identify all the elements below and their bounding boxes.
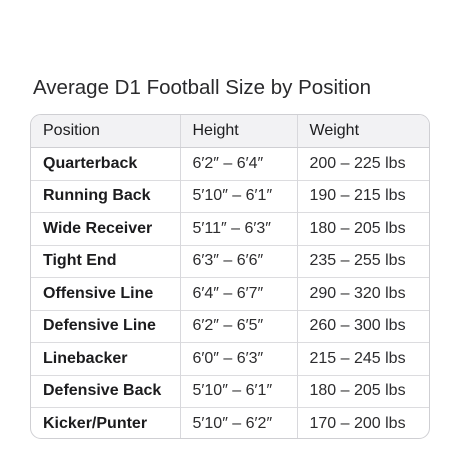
- weight-cell: 260 – 300 lbs: [296, 309, 429, 343]
- table-row: Offensive Line 6′4″ – 6′7″ 290 – 320 lbs: [31, 277, 429, 310]
- weight-cell: 170 – 200 lbs: [296, 407, 429, 438]
- table-row: Tight End 6′3″ – 6′6″ 235 – 255 lbs: [31, 244, 429, 278]
- column-header-position: Position: [31, 115, 180, 148]
- table-row: Linebacker 6′0″ – 6′3″ 215 – 245 lbs: [31, 342, 429, 375]
- height-cell: 5′10″ – 6′2″: [179, 407, 297, 438]
- position-cell: Quarterback: [31, 147, 180, 180]
- table-row: Defensive Line 6′2″ – 6′5″ 260 – 300 lbs: [31, 309, 429, 343]
- table-row: Quarterback 6′2″ – 6′4″ 200 – 225 lbs: [31, 147, 429, 180]
- weight-cell: 290 – 320 lbs: [296, 277, 429, 310]
- table-row: Defensive Back 5′10″ – 6′1″ 180 – 205 lb…: [31, 374, 429, 408]
- position-cell: Linebacker: [31, 342, 180, 375]
- weight-cell: 200 – 225 lbs: [296, 147, 429, 180]
- weight-cell: 215 – 245 lbs: [296, 342, 429, 375]
- weight-cell: 190 – 215 lbs: [296, 179, 429, 213]
- weight-cell: 180 – 205 lbs: [296, 374, 429, 408]
- height-cell: 6′4″ – 6′7″: [179, 277, 297, 310]
- position-cell: Running Back: [31, 179, 180, 213]
- page-title: Average D1 Football Size by Position: [33, 76, 372, 99]
- position-cell: Tight End: [31, 244, 180, 278]
- height-cell: 5′11″ – 6′3″: [179, 212, 297, 245]
- position-cell: Defensive Back: [31, 374, 180, 408]
- table-row: Wide Receiver 5′11″ – 6′3″ 180 – 205 lbs: [31, 212, 429, 245]
- size-table: Position Height Weight Quarterback 6′2″ …: [31, 115, 429, 438]
- height-cell: 6′0″ – 6′3″: [179, 342, 297, 375]
- size-table-card: Position Height Weight Quarterback 6′2″ …: [30, 114, 430, 439]
- weight-cell: 235 – 255 lbs: [296, 244, 429, 278]
- column-header-weight: Weight: [296, 115, 429, 148]
- height-cell: 5′10″ – 6′1″: [179, 374, 297, 408]
- position-cell: Kicker/Punter: [31, 407, 180, 438]
- height-cell: 6′2″ – 6′4″: [179, 147, 297, 180]
- position-cell: Wide Receiver: [31, 212, 180, 245]
- position-cell: Offensive Line: [31, 277, 180, 310]
- position-cell: Defensive Line: [31, 309, 180, 343]
- height-cell: 6′2″ – 6′5″: [179, 309, 297, 343]
- weight-cell: 180 – 205 lbs: [296, 212, 429, 245]
- height-cell: 6′3″ – 6′6″: [179, 244, 297, 278]
- table-header-row: Position Height Weight: [31, 115, 429, 148]
- height-cell: 5′10″ – 6′1″: [179, 179, 297, 213]
- table-row: Kicker/Punter 5′10″ – 6′2″ 170 – 200 lbs: [31, 407, 429, 438]
- column-header-height: Height: [179, 115, 297, 148]
- table-row: Running Back 5′10″ – 6′1″ 190 – 215 lbs: [31, 179, 429, 213]
